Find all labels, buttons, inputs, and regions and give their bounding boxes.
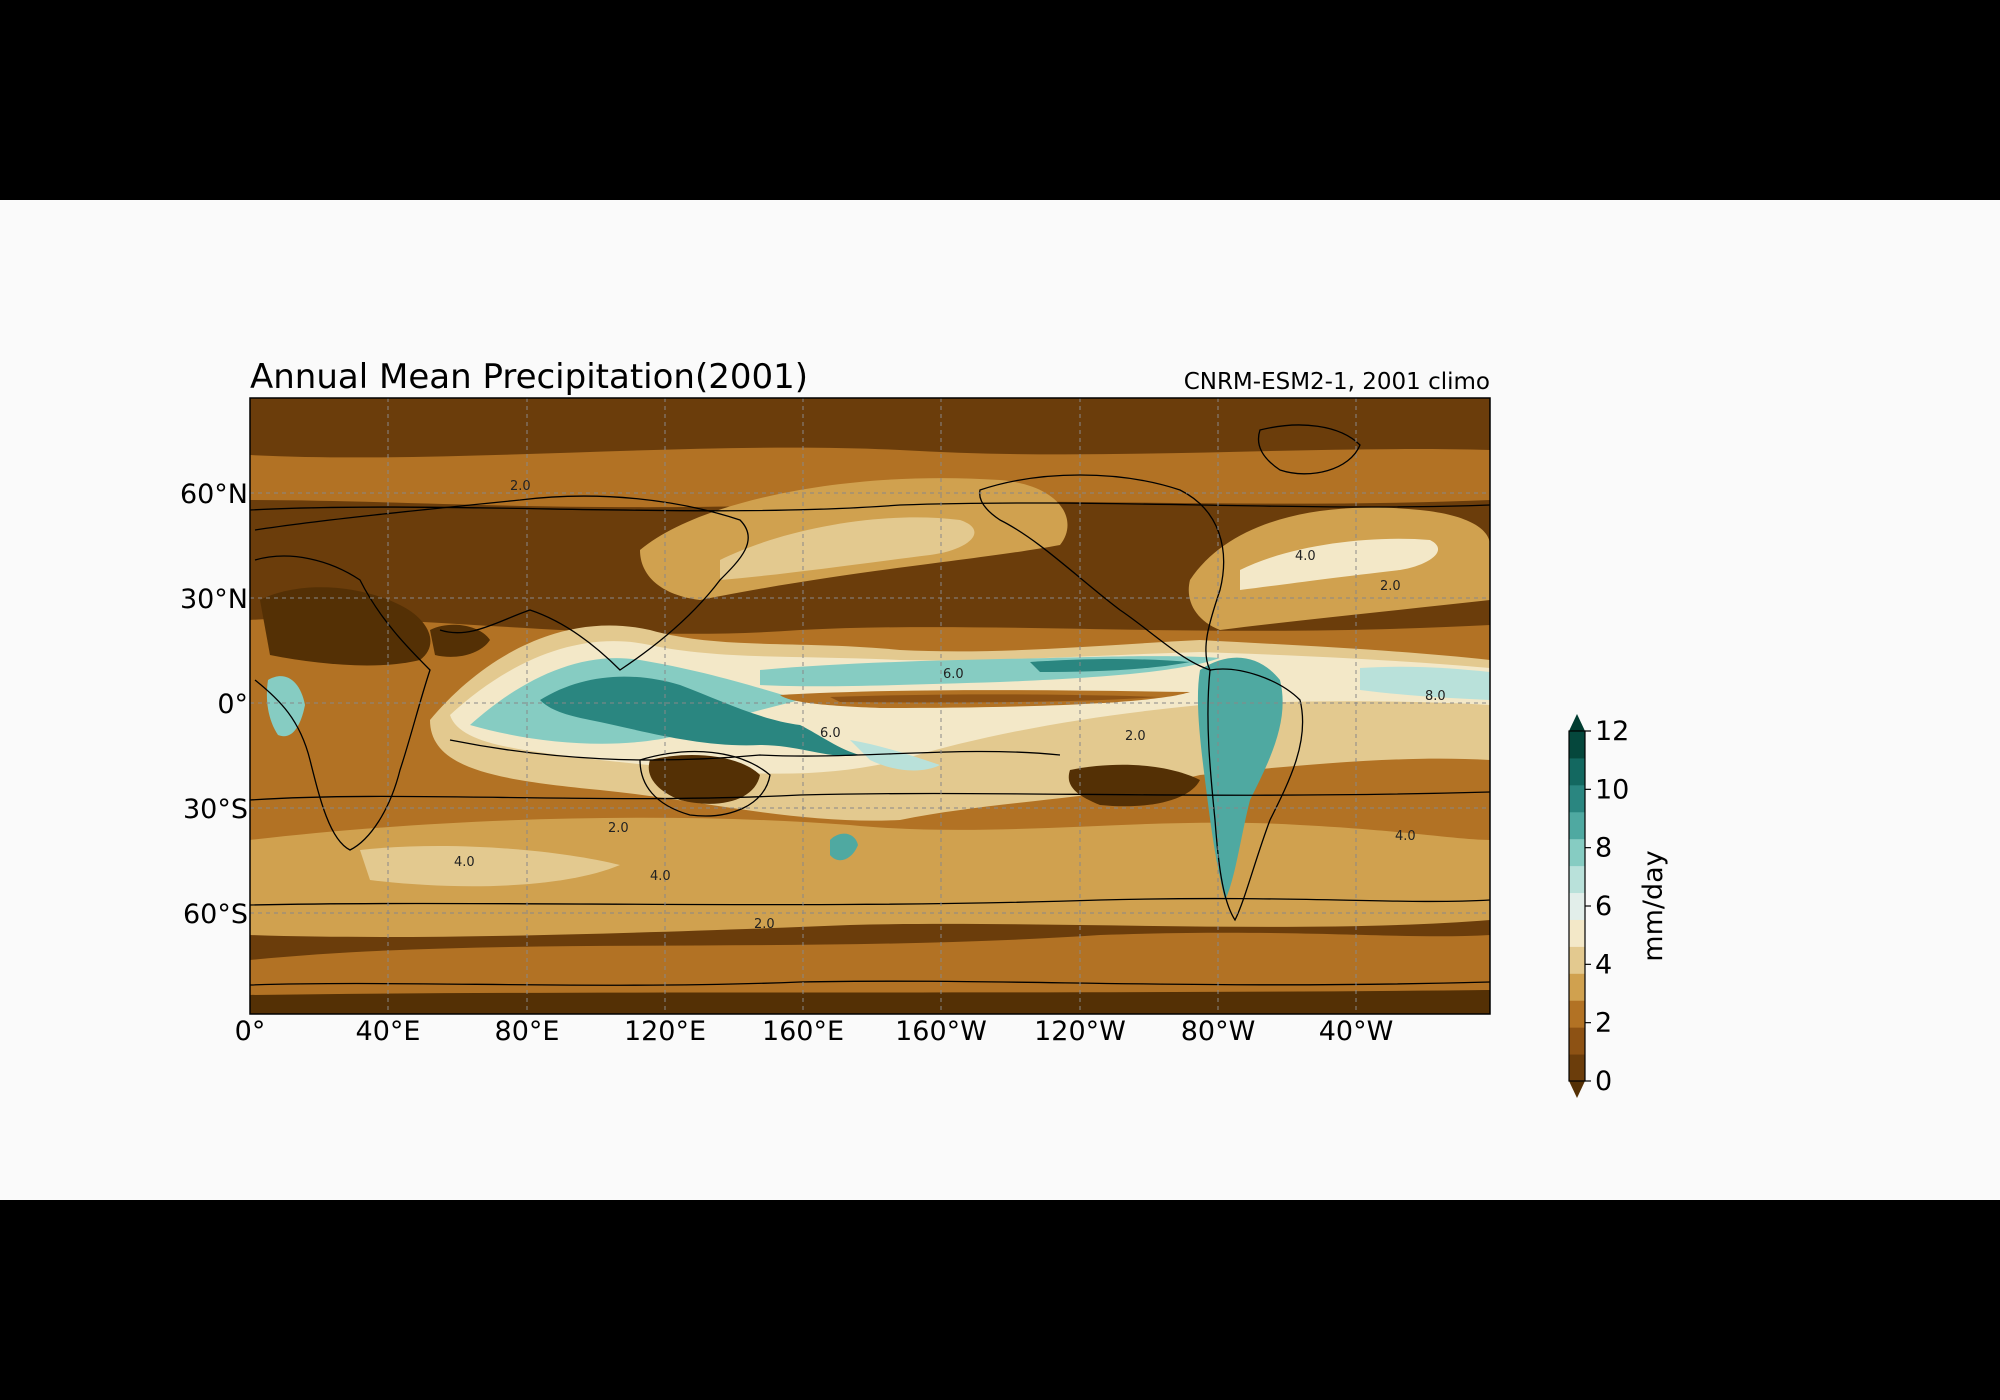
contour-label-6-spcz: 6.0 <box>820 726 841 741</box>
colorbar-segment <box>1569 731 1585 759</box>
x-tick-80w: 80°W <box>1181 1016 1256 1047</box>
coast-africa <box>254 555 431 851</box>
x-tick-0: 0° <box>235 1016 266 1047</box>
x-tick-160e: 160°E <box>762 1016 844 1047</box>
precip-southeast-pacific-dry <box>1068 764 1200 807</box>
contour-label-2-north-europe: 2.0 <box>510 479 531 494</box>
colorbar-segment <box>1569 946 1585 974</box>
contour-label-4-south-atlantic: 4.0 <box>1395 829 1416 844</box>
contour-2mm-line-a <box>250 791 1490 801</box>
contour-label-2-southern-ocean: 2.0 <box>754 917 775 932</box>
colorbar-under-arrow <box>1569 1081 1585 1098</box>
precip-nz <box>830 833 858 861</box>
y-tick-60n: 60°N <box>180 479 248 510</box>
precip-antarctica <box>250 990 1490 1014</box>
x-tick-labels: 0° 40°E 80°E 120°E 160°E 160°W 120°W 80°… <box>235 1016 1394 1047</box>
colorbar-tick-label: 6 <box>1595 891 1612 922</box>
coast-south-america <box>1207 668 1304 922</box>
contour-label-2-atlantic: 2.0 <box>1380 579 1401 594</box>
contour-label-2-east-pacific: 2.0 <box>1125 729 1146 744</box>
chart-title: Annual Mean Precipitation(2001) <box>250 357 808 397</box>
colorbar-tick-label: 4 <box>1595 949 1612 980</box>
precip-band-northern-storm <box>250 447 1490 508</box>
colorbar-tick-label: 10 <box>1595 774 1629 805</box>
y-tick-60s: 60°S <box>183 899 248 930</box>
precip-africa <box>266 676 305 737</box>
x-tick-160w: 160°W <box>895 1016 987 1047</box>
precip-australia-dry <box>648 755 760 804</box>
colorbar-segments <box>1569 731 1585 1082</box>
y-tick-30n: 30°N <box>180 584 248 615</box>
colorbar-segment <box>1569 1054 1585 1082</box>
precip-band-southern-storm <box>250 932 1490 1000</box>
coast-eurasia <box>254 495 749 671</box>
colorbar-segment <box>1569 919 1585 947</box>
colorbar-segment <box>1569 1027 1585 1055</box>
coastlines <box>250 424 1490 986</box>
chart-subtitle: CNRM-ESM2-1, 2001 climo <box>1184 369 1490 395</box>
contour-labels: 2.0 2.0 2.0 2.0 2.0 4.0 4.0 4.0 4.0 6.0 … <box>454 479 1446 932</box>
x-tick-40w: 40°W <box>1319 1016 1394 1047</box>
precip-amazon <box>1197 657 1283 900</box>
contour-4mm-line-a <box>250 897 1490 906</box>
precip-arabia <box>430 624 490 657</box>
coast-australia <box>639 751 771 817</box>
colorbar-segment <box>1569 784 1585 813</box>
contour-label-4-indian-ocean: 4.0 <box>454 855 475 870</box>
x-tick-120w: 120°W <box>1034 1016 1126 1047</box>
y-tick-30s: 30°S <box>183 794 248 825</box>
colorbar-segment <box>1569 865 1585 894</box>
figure-panel: Annual Mean Precipitation(2001) CNRM-ESM… <box>0 200 2000 1200</box>
precip-belt-southern <box>250 817 1490 937</box>
precip-belt-southern-inner <box>360 845 620 887</box>
colorbar-tick-label: 0 <box>1595 1066 1612 1097</box>
precip-warm-pool-dark <box>540 676 860 757</box>
colorbar-segment <box>1569 811 1585 840</box>
contour-label-4-tasman: 4.0 <box>650 869 671 884</box>
contour-4mm-line-b <box>449 739 1061 761</box>
y-tick-labels: 60°N 30°N 0° 30°S 60°S <box>180 479 248 930</box>
colorbar-ticks: 0 2 4 6 8 10 12 <box>1585 716 1629 1097</box>
colorbar-tick-label: 2 <box>1595 1008 1612 1039</box>
contour-label-8-atlantic-itcz: 8.0 <box>1425 689 1446 704</box>
map-frame <box>249 397 1491 1015</box>
x-tick-120e: 120°E <box>624 1016 706 1047</box>
colorbar-segment <box>1569 757 1585 786</box>
precip-fields <box>250 447 1490 1014</box>
colorbar-label: mm/day <box>1638 850 1669 961</box>
precip-north-itcz-dark <box>1030 659 1190 672</box>
precipitation-map: 2.0 2.0 2.0 2.0 2.0 4.0 4.0 4.0 4.0 6.0 … <box>249 397 1491 1015</box>
coast-antarctica <box>250 980 1490 986</box>
precip-atlantic-itcz <box>1360 666 1490 700</box>
contour-2mm-line-b <box>250 502 1490 512</box>
coast-north-america <box>979 474 1225 672</box>
colorbar-over-arrow <box>1569 714 1585 731</box>
colorbar: 0 2 4 6 8 10 12 mm/day <box>1568 714 1669 1098</box>
precip-equatorial-core <box>830 694 1160 703</box>
contour-label-6-north-itcz: 6.0 <box>943 667 964 682</box>
contour-label-4-north-atlantic: 4.0 <box>1295 549 1316 564</box>
colorbar-tick-label: 12 <box>1595 716 1629 747</box>
x-tick-40e: 40°E <box>356 1016 421 1047</box>
x-tick-80e: 80°E <box>495 1016 560 1047</box>
contour-label-2-south-pacific: 2.0 <box>608 821 629 836</box>
colorbar-segment <box>1569 838 1585 867</box>
gridlines <box>250 398 1490 1014</box>
colorbar-tick-label: 8 <box>1595 833 1612 864</box>
colorbar-segment <box>1569 973 1585 1001</box>
y-tick-0: 0° <box>217 689 248 720</box>
colorbar-segment <box>1569 1000 1585 1028</box>
precip-spcz <box>850 740 940 771</box>
coast-greenland <box>1257 424 1361 475</box>
precip-track-north-atlantic-inner <box>1240 538 1439 590</box>
colorbar-segment <box>1569 892 1585 920</box>
precip-track-north-pacific-inner <box>720 517 975 580</box>
